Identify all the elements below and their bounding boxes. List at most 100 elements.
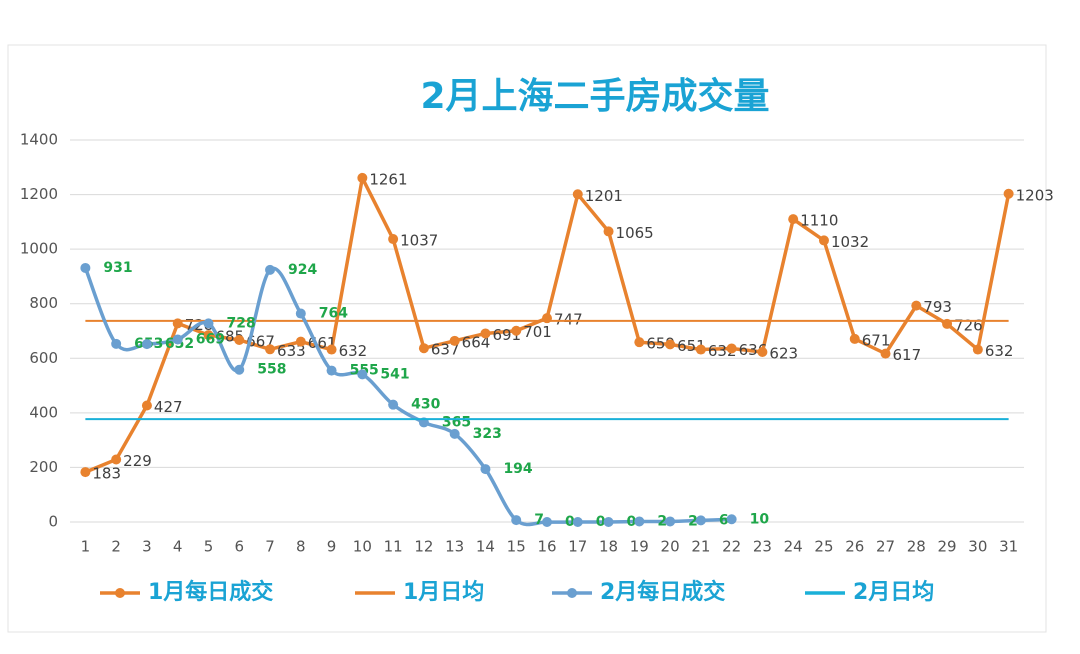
- point: [295, 336, 306, 347]
- point: [418, 343, 429, 354]
- x-tick-label: 12: [414, 538, 433, 556]
- point: [726, 514, 737, 525]
- point: [203, 318, 214, 329]
- point: [818, 235, 829, 246]
- x-tick-label: 1: [81, 538, 91, 556]
- point: [911, 300, 922, 311]
- data-label: 365: [442, 414, 471, 430]
- point: [449, 335, 460, 346]
- point: [449, 428, 460, 439]
- point: [357, 172, 368, 183]
- point: [634, 337, 645, 348]
- data-label: 1065: [616, 224, 654, 242]
- point: [665, 516, 676, 527]
- x-tick-label: 17: [568, 538, 587, 556]
- x-tick-label: 7: [265, 538, 275, 556]
- data-label: 194: [503, 461, 532, 477]
- data-label: 2: [688, 513, 698, 529]
- legend-label: 2月每日成交: [600, 579, 725, 605]
- legend-label: 1月每日成交: [148, 579, 273, 605]
- point: [849, 333, 860, 344]
- data-label: 0: [596, 514, 606, 530]
- point: [265, 344, 276, 355]
- data-label: 747: [554, 311, 583, 329]
- x-tick-label: 9: [327, 538, 337, 556]
- y-tick-label: 0: [48, 513, 58, 531]
- y-tick-label: 800: [29, 294, 58, 312]
- x-tick-label: 8: [296, 538, 306, 556]
- point: [357, 369, 368, 380]
- x-tick-label: 6: [234, 538, 244, 556]
- data-label: 1110: [800, 212, 838, 230]
- data-label: 764: [319, 306, 348, 322]
- x-tick-label: 16: [537, 538, 556, 556]
- point: [511, 515, 522, 526]
- x-tick-label: 21: [691, 538, 710, 556]
- x-tick-label: 15: [507, 538, 526, 556]
- point: [757, 347, 768, 358]
- point: [111, 454, 122, 465]
- data-label: 7: [534, 512, 544, 528]
- data-label: 793: [923, 298, 952, 316]
- y-tick-label: 1000: [20, 240, 58, 258]
- x-tick-label: 28: [907, 538, 926, 556]
- point: [326, 344, 337, 355]
- point: [572, 517, 583, 527]
- legend-label: 1月日均: [403, 579, 484, 605]
- point: [111, 338, 122, 349]
- point: [172, 318, 183, 329]
- x-tick-label: 22: [722, 538, 741, 556]
- point: [141, 339, 152, 350]
- point: [788, 214, 799, 225]
- point: [634, 516, 645, 527]
- point: [295, 308, 306, 319]
- data-label: 632: [985, 342, 1014, 360]
- data-label: 633: [277, 342, 306, 360]
- y-tick-label: 600: [29, 349, 58, 367]
- data-label: 6: [719, 512, 729, 528]
- x-tick-label: 24: [784, 538, 803, 556]
- x-tick-label: 14: [476, 538, 495, 556]
- data-label: 427: [154, 398, 183, 416]
- legend-marker: [115, 588, 125, 598]
- data-label: 1201: [585, 187, 623, 205]
- data-label: 2: [657, 513, 667, 529]
- point: [388, 234, 399, 245]
- point: [572, 189, 583, 200]
- point: [480, 328, 491, 339]
- x-tick-label: 18: [599, 538, 618, 556]
- data-label: 183: [92, 465, 121, 483]
- data-label: 1037: [400, 232, 438, 250]
- x-tick-label: 27: [876, 538, 895, 556]
- x-tick-label: 30: [968, 538, 987, 556]
- x-tick-label: 20: [661, 538, 680, 556]
- data-label: 558: [257, 362, 286, 378]
- data-label: 0: [565, 514, 575, 530]
- data-label: 623: [769, 345, 798, 363]
- x-tick-label: 5: [204, 538, 214, 556]
- point: [1003, 188, 1014, 199]
- data-label: 931: [103, 260, 132, 276]
- point: [80, 262, 91, 273]
- data-label: 1261: [369, 170, 407, 188]
- data-label: 323: [473, 426, 502, 442]
- x-tick-label: 10: [353, 538, 372, 556]
- data-label: 671: [862, 331, 891, 349]
- legend-label: 2月日均: [853, 579, 934, 605]
- x-tick-label: 31: [999, 538, 1018, 556]
- point: [203, 330, 214, 341]
- data-label: 924: [288, 262, 317, 278]
- y-tick-label: 400: [29, 403, 58, 421]
- x-tick-label: 2: [111, 538, 121, 556]
- point: [172, 334, 183, 345]
- x-tick-label: 25: [814, 538, 833, 556]
- point: [326, 365, 337, 376]
- point: [265, 264, 276, 275]
- x-tick-label: 4: [173, 538, 183, 556]
- point: [542, 517, 552, 527]
- data-label: 726: [954, 316, 983, 334]
- legend-marker: [567, 588, 577, 598]
- data-label: 10: [750, 511, 770, 527]
- point: [141, 400, 152, 411]
- data-label: 728: [226, 315, 255, 331]
